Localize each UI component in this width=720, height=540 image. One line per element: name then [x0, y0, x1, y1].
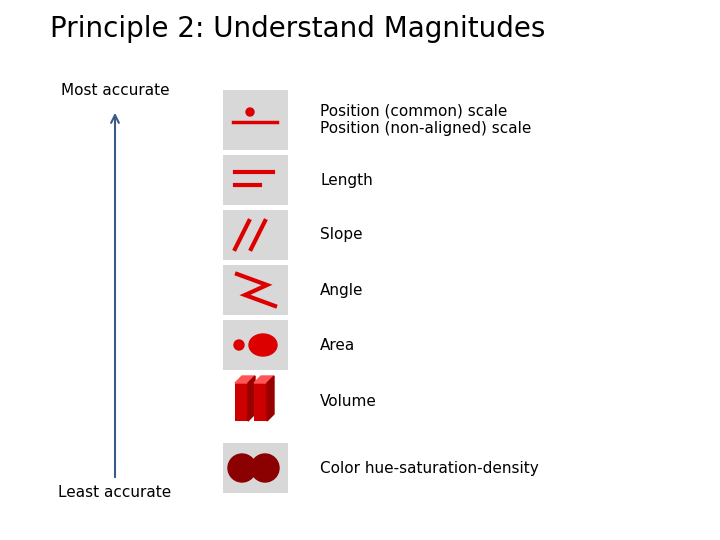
- Bar: [222, 320, 287, 370]
- Text: Principle 2: Understand Magnitudes: Principle 2: Understand Magnitudes: [50, 15, 545, 43]
- Text: Position (non-aligned) scale: Position (non-aligned) scale: [320, 122, 531, 137]
- Polygon shape: [235, 376, 255, 383]
- Bar: [222, 90, 287, 150]
- Polygon shape: [248, 376, 255, 421]
- Text: Area: Area: [320, 338, 355, 353]
- Circle shape: [251, 454, 279, 482]
- Text: Most accurate: Most accurate: [60, 83, 169, 98]
- Bar: [222, 155, 287, 205]
- Circle shape: [234, 340, 244, 350]
- Circle shape: [228, 454, 256, 482]
- Text: Slope: Slope: [320, 227, 363, 242]
- Text: Position (common) scale: Position (common) scale: [320, 104, 508, 118]
- Circle shape: [246, 108, 254, 116]
- Text: Length: Length: [320, 172, 373, 187]
- Text: Least accurate: Least accurate: [58, 485, 171, 500]
- Text: Color hue-saturation-density: Color hue-saturation-density: [320, 461, 539, 476]
- Polygon shape: [254, 376, 274, 383]
- Ellipse shape: [249, 334, 277, 356]
- Text: Volume: Volume: [320, 395, 377, 409]
- Bar: [235, 383, 248, 421]
- Text: Angle: Angle: [320, 282, 364, 298]
- Bar: [222, 265, 287, 315]
- Polygon shape: [267, 376, 274, 421]
- Bar: [222, 210, 287, 260]
- Bar: [222, 443, 287, 493]
- Bar: [254, 383, 267, 421]
